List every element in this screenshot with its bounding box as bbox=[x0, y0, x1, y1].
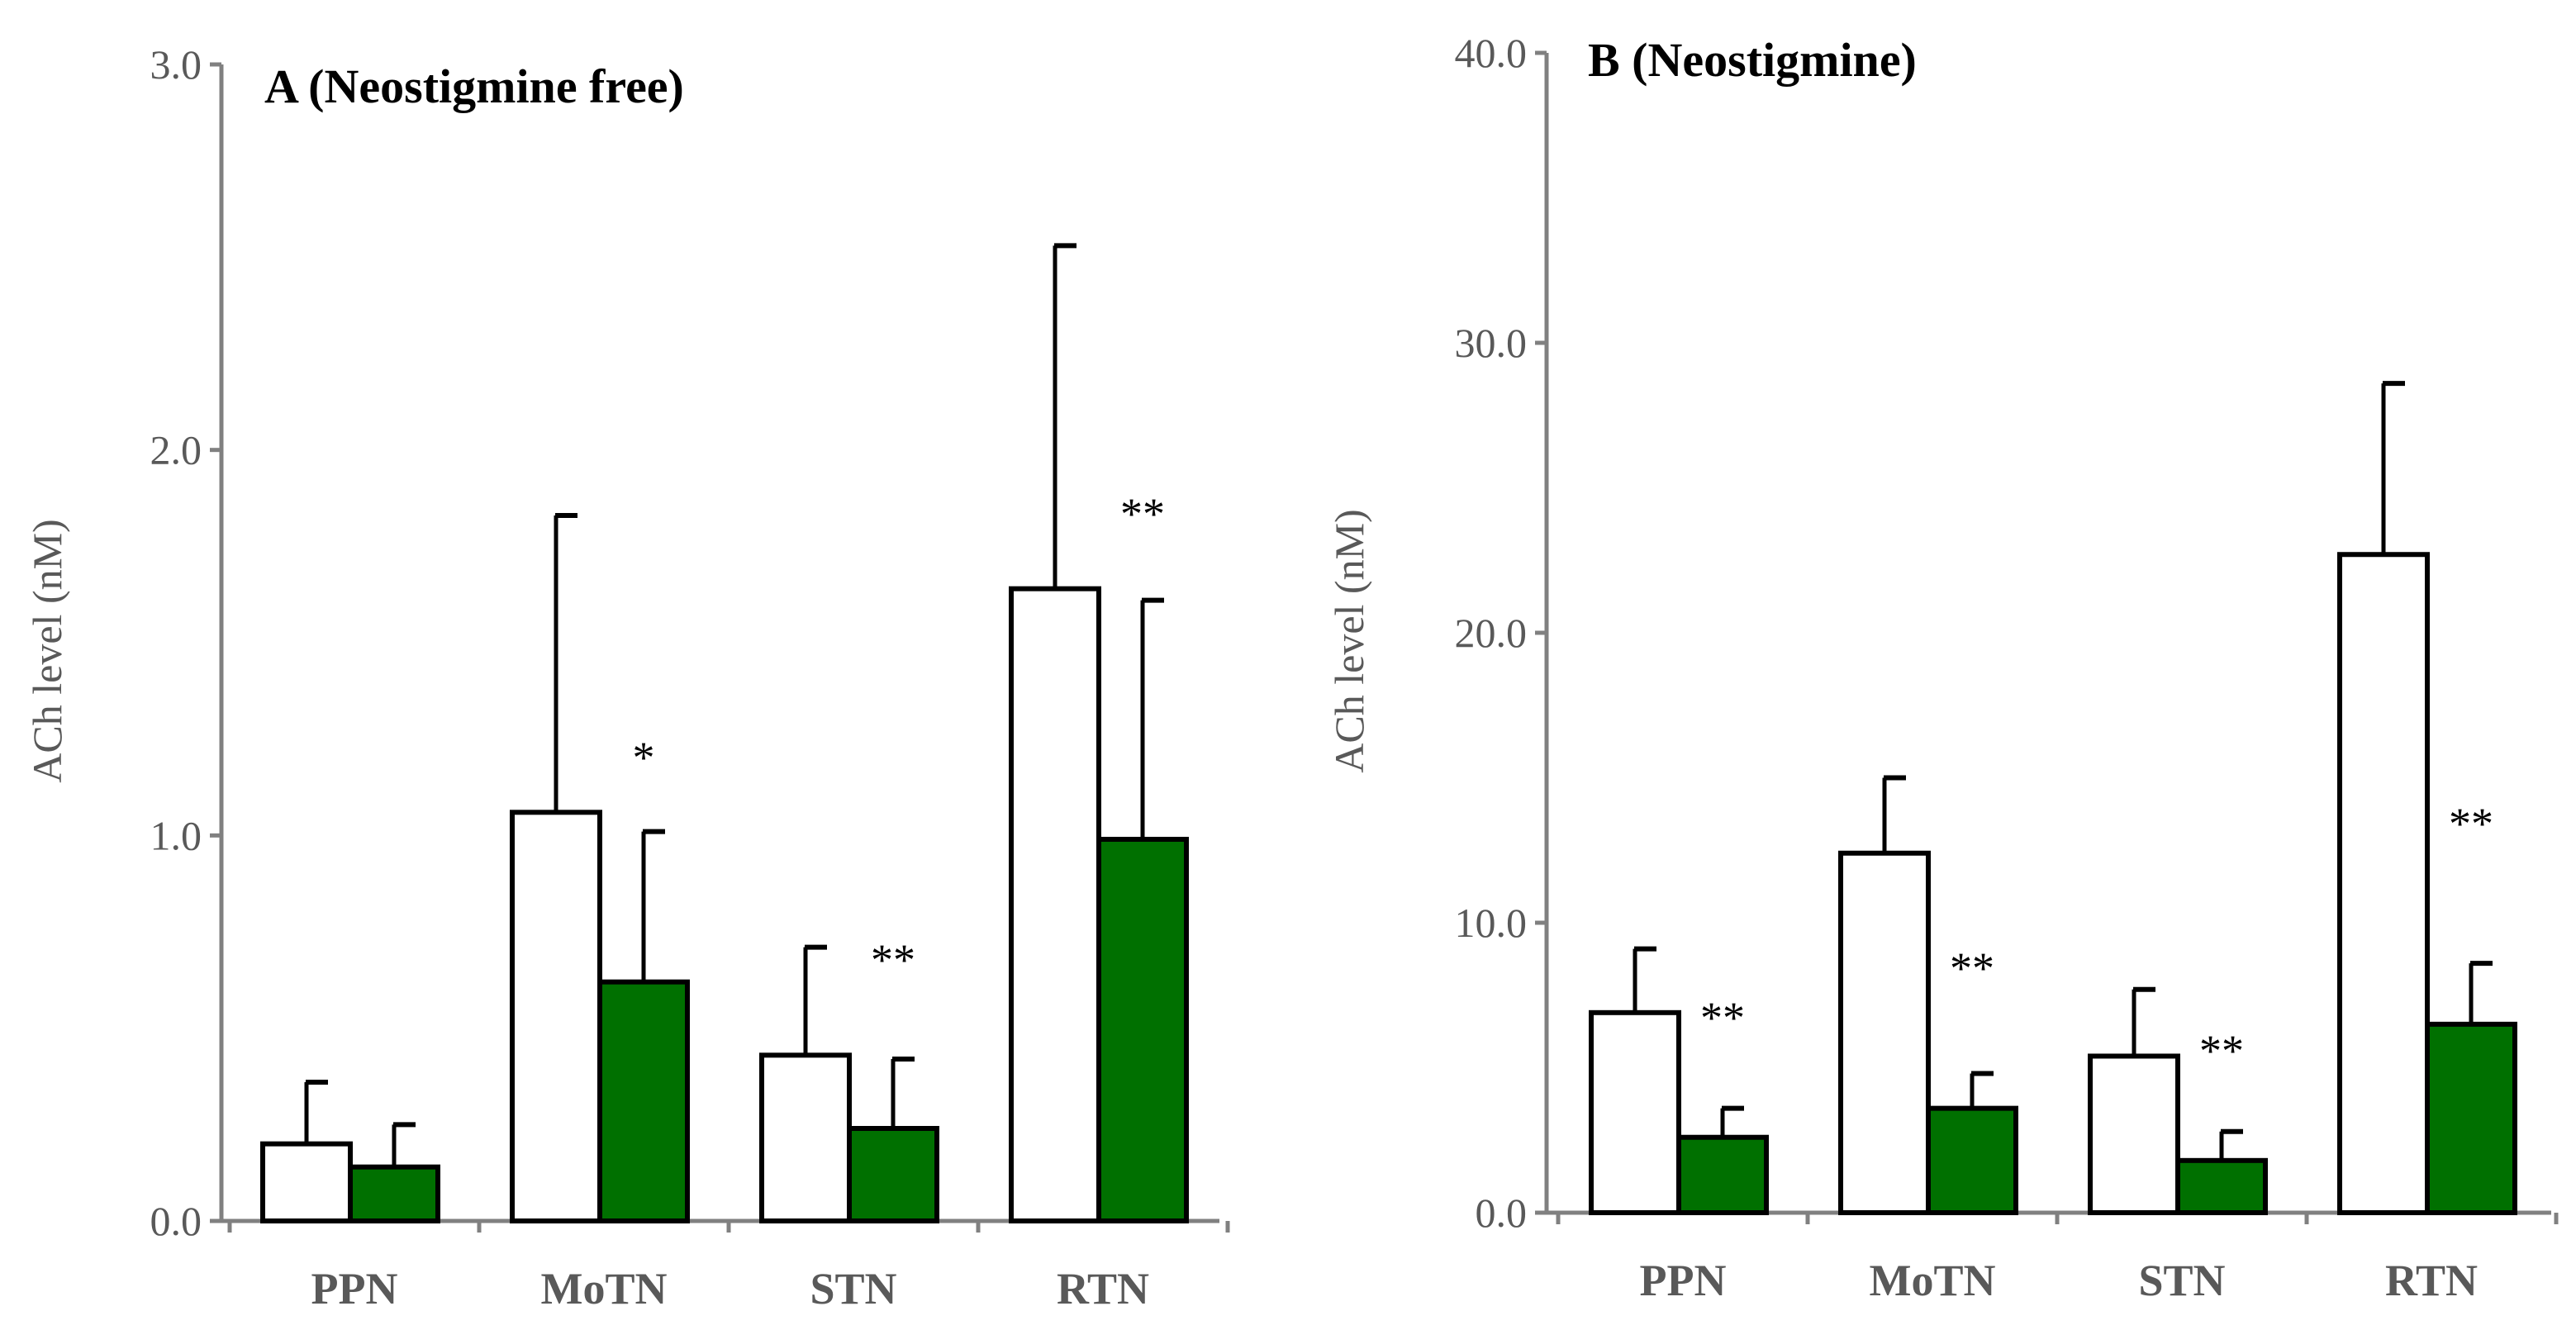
y-tick-label: 20.0 bbox=[1455, 610, 1528, 656]
y-tick-label: 2.0 bbox=[150, 427, 202, 473]
bar-control-stn bbox=[2088, 1053, 2180, 1215]
bar-control-rtn bbox=[2337, 552, 2430, 1215]
bar-treated-stn bbox=[847, 1126, 939, 1223]
panel-b: 0.0 10.0 20.0 30.0 40.0 PPN ** MoTN ** STN ** RTN **… bbox=[1326, 30, 2559, 1305]
category-label-stn: STN bbox=[810, 1264, 896, 1313]
y-axis-title: ACh level (nM) bbox=[1326, 509, 1372, 772]
category-label-motn: MoTN bbox=[1870, 1256, 1996, 1305]
bar-control-motn bbox=[510, 810, 602, 1223]
y-tick-label: 3.0 bbox=[150, 41, 202, 88]
significance-mark-stn: ** bbox=[871, 935, 915, 985]
category-label-stn: STN bbox=[2138, 1256, 2225, 1305]
category-label-rtn: RTN bbox=[1057, 1264, 1149, 1313]
panel-title: A (Neostigmine free) bbox=[264, 59, 684, 113]
bar-treated-ppn bbox=[348, 1164, 440, 1223]
category-label-rtn: RTN bbox=[2385, 1256, 2478, 1305]
category-label-ppn: PPN bbox=[1640, 1256, 1727, 1305]
y-tick-label: 30.0 bbox=[1455, 320, 1528, 366]
bar-treated-motn bbox=[597, 979, 690, 1223]
bar-treated-rtn bbox=[2425, 1021, 2517, 1215]
y-axis-title: ACh level (nM) bbox=[24, 519, 70, 782]
category-label-ppn: PPN bbox=[311, 1264, 398, 1313]
y-tick-label: 10.0 bbox=[1455, 900, 1528, 946]
bar-treated-stn bbox=[2175, 1157, 2268, 1215]
y-tick-label: 0.0 bbox=[150, 1198, 202, 1244]
significance-mark-rtn: ** bbox=[2449, 799, 2493, 848]
y-tick-label: 0.0 bbox=[1476, 1190, 1528, 1236]
bar-treated-ppn bbox=[1676, 1134, 1769, 1215]
significance-mark-stn: ** bbox=[2199, 1026, 2244, 1076]
significance-mark-ppn: ** bbox=[1700, 993, 1745, 1043]
bar-control-ppn bbox=[260, 1141, 353, 1223]
panel-a: 0.0 1.0 2.0 3.0 PPN MoTN * STN ** RTN ** A (Neostig… bbox=[24, 41, 1230, 1313]
y-tick-label: 1.0 bbox=[150, 812, 202, 858]
significance-mark-motn: ** bbox=[1950, 943, 1994, 993]
bar-control-motn bbox=[1838, 850, 1931, 1215]
bar-control-rtn bbox=[1009, 586, 1101, 1223]
bar-control-stn bbox=[759, 1052, 852, 1224]
bar-treated-motn bbox=[1926, 1105, 2018, 1216]
y-tick-label: 40.0 bbox=[1455, 30, 1528, 76]
category-label-motn: MoTN bbox=[541, 1264, 668, 1313]
significance-mark-motn: * bbox=[633, 733, 655, 782]
bar-treated-rtn bbox=[1096, 837, 1189, 1223]
panel-title: B (Neostigmine) bbox=[1588, 33, 1917, 87]
bar-control-ppn bbox=[1589, 1009, 1681, 1216]
significance-mark-rtn: ** bbox=[1120, 489, 1165, 539]
